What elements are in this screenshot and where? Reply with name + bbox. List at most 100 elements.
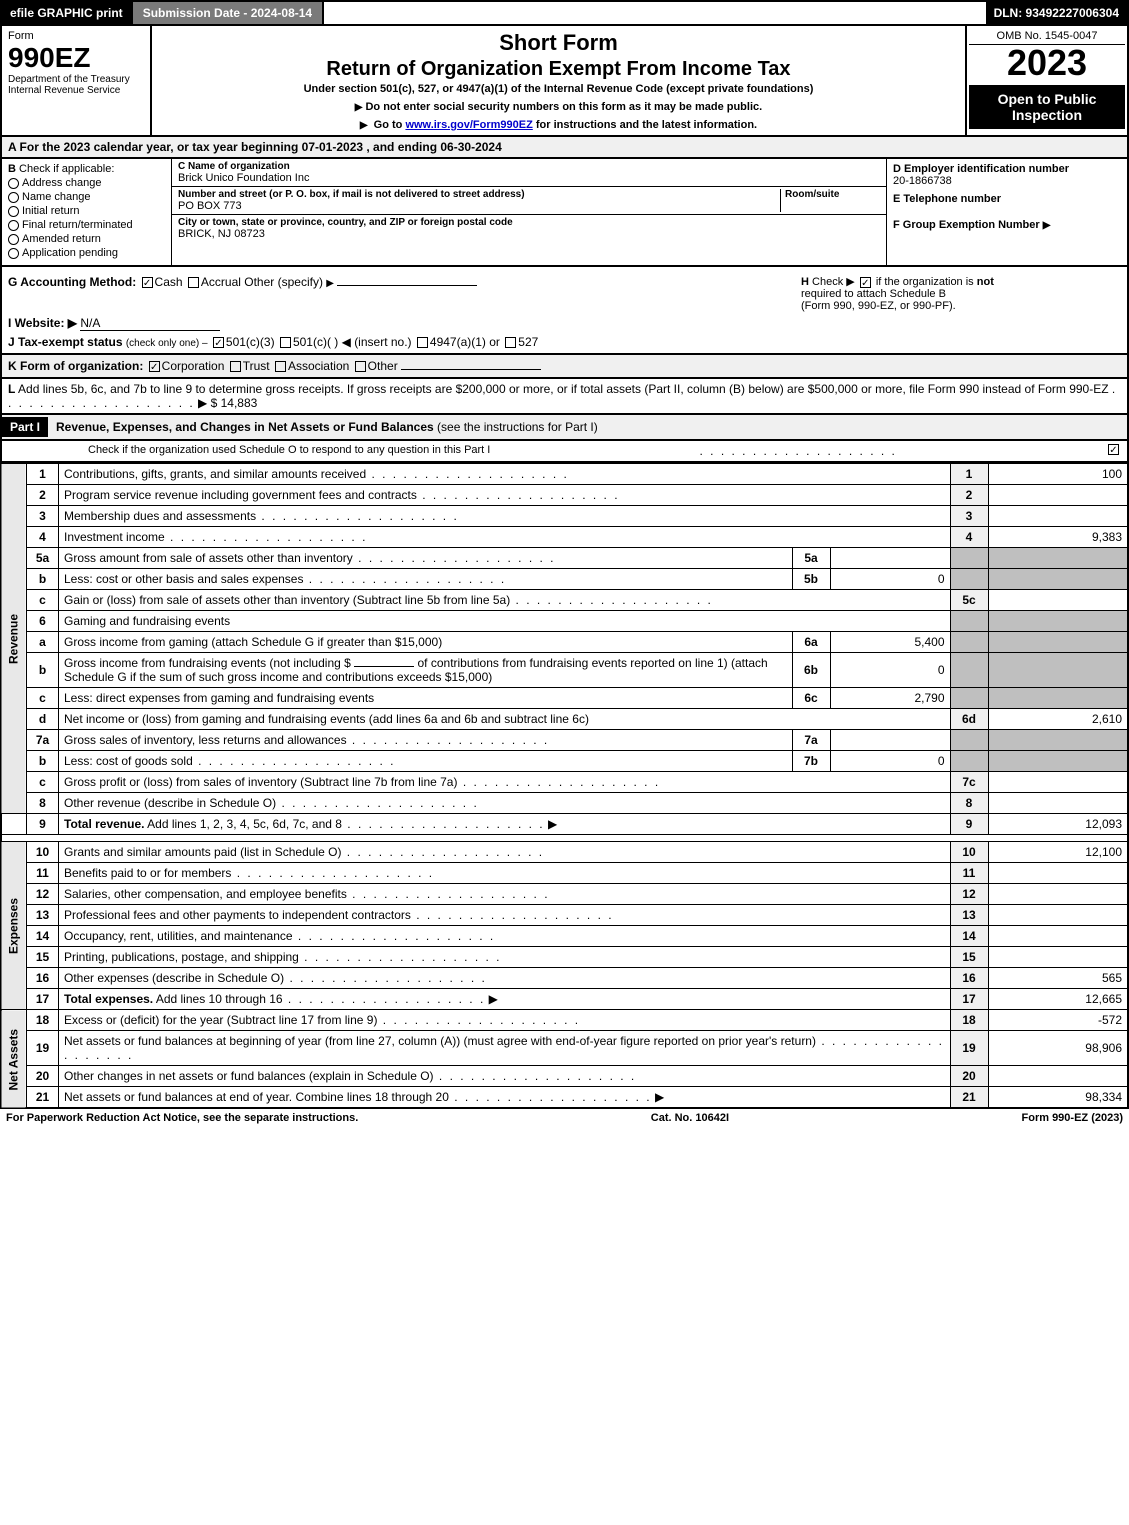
ln-desc: Benefits paid to or for members	[64, 866, 231, 880]
short-form-title: Short Form	[162, 30, 955, 56]
ein-value: 20-1866738	[893, 175, 1121, 187]
footer-form-word: Form	[1022, 1112, 1050, 1124]
footer-left: For Paperwork Reduction Act Notice, see …	[6, 1112, 358, 1124]
ln-desc: Professional fees and other payments to …	[64, 908, 411, 922]
chk-501c3[interactable]	[213, 337, 224, 348]
ln-subcol: 6c	[792, 688, 830, 709]
schedule-o-check-row: Check if the organization used Schedule …	[0, 441, 1129, 463]
ln-val: -572	[988, 1010, 1128, 1031]
ln-desc-bold: Total expenses.	[64, 992, 153, 1006]
ln-desc: Grants and similar amounts paid (list in…	[64, 845, 341, 859]
ln-num: d	[27, 709, 59, 730]
chk-schedule-b[interactable]	[860, 277, 871, 288]
chk-association[interactable]	[275, 361, 286, 372]
ln-desc: Less: cost of goods sold	[64, 754, 193, 768]
line-12: 12 Salaries, other compensation, and emp…	[1, 884, 1128, 905]
ln-val: 98,906	[988, 1031, 1128, 1066]
ln-val	[988, 905, 1128, 926]
ln-num: 8	[27, 793, 59, 814]
chk-501c[interactable]	[280, 337, 291, 348]
j-501c: 501(c)( )	[293, 335, 338, 349]
ln-val: 12,100	[988, 842, 1128, 863]
ln-num: 10	[27, 842, 59, 863]
ln-desc: Gross sales of inventory, less returns a…	[64, 733, 347, 747]
chk-accrual[interactable]	[188, 277, 199, 288]
chk-address-change[interactable]: Address change	[8, 177, 165, 189]
chk-application-pending[interactable]: Application pending	[8, 247, 165, 259]
other-label: Other (specify)	[244, 275, 323, 289]
ln-numcol: 12	[950, 884, 988, 905]
row-i: I Website: ▶ N/A	[8, 316, 1121, 331]
sched-o-note: Check if the organization used Schedule …	[8, 444, 490, 458]
chk-cash[interactable]	[142, 277, 153, 288]
ln-desc: Printing, publications, postage, and shi…	[64, 950, 299, 964]
section-bcdef: B Check if applicable: Address change Na…	[0, 159, 1129, 267]
goto-prefix: Go to	[374, 119, 403, 131]
form-year-block: OMB No. 1545-0047 2023 Open to Public In…	[967, 26, 1127, 135]
chk-527[interactable]	[505, 337, 516, 348]
ln-numcol: 21	[950, 1087, 988, 1109]
h-text2: if the organization is	[876, 276, 974, 288]
line-6: 6 Gaming and fundraising events	[1, 611, 1128, 632]
top-bar-left: efile GRAPHIC print Submission Date - 20…	[2, 2, 324, 24]
tel-label: E Telephone number	[893, 193, 1121, 205]
other-org-input[interactable]	[401, 369, 541, 370]
ln-num: 9	[27, 814, 59, 835]
ln-desc-2: Add lines 1, 2, 3, 4, 5c, 6d, 7c, and 8	[147, 817, 342, 831]
ln-val	[988, 884, 1128, 905]
f-label-text: F Group Exemption Number	[893, 219, 1040, 231]
part-1-title: Revenue, Expenses, and Changes in Net As…	[48, 420, 598, 434]
ln-desc: Program service revenue including govern…	[64, 488, 417, 502]
chk-corporation[interactable]	[149, 361, 160, 372]
ln-num: 18	[27, 1010, 59, 1031]
ln-num: 3	[27, 506, 59, 527]
ln-num: 15	[27, 947, 59, 968]
ln-val: 565	[988, 968, 1128, 989]
ln-desc: Gaming and fundraising events	[59, 611, 951, 632]
ln-val	[988, 506, 1128, 527]
chk-amended-return[interactable]: Amended return	[8, 233, 165, 245]
ln-val: 12,665	[988, 989, 1128, 1010]
form-id-block: Form 990EZ Department of the Treasury In…	[2, 26, 152, 135]
goto-link[interactable]: www.irs.gov/Form990EZ	[405, 119, 532, 131]
contrib-amount-input[interactable]	[354, 666, 414, 667]
ln-subval	[830, 730, 950, 751]
line-2: 2 Program service revenue including gove…	[1, 485, 1128, 506]
chk-initial-return[interactable]: Initial return	[8, 205, 165, 217]
form-header: Form 990EZ Department of the Treasury In…	[0, 26, 1129, 137]
ln-numcol: 1	[950, 464, 988, 485]
chk-name-change[interactable]: Name change	[8, 191, 165, 203]
line-18: Net Assets 18 Excess or (deficit) for th…	[1, 1010, 1128, 1031]
other-specify-input[interactable]	[337, 285, 477, 286]
section-ghij: G Accounting Method: Cash Accrual Other …	[0, 267, 1129, 355]
form-title-block: Short Form Return of Organization Exempt…	[152, 26, 967, 135]
efile-print-button[interactable]: efile GRAPHIC print	[2, 2, 133, 24]
ln-val: 12,093	[988, 814, 1128, 835]
i-label: I Website: ▶	[8, 316, 77, 330]
chk-schedule-o-part1[interactable]	[1108, 444, 1119, 455]
ln-desc: Other changes in net assets or fund bala…	[64, 1069, 434, 1083]
ln-desc: Net income or (loss) from gaming and fun…	[59, 709, 951, 730]
irs-label: Internal Revenue Service	[8, 85, 144, 96]
j-sub: (check only one) –	[126, 338, 208, 349]
line-7c: c Gross profit or (loss) from sales of i…	[1, 772, 1128, 793]
part-1-title-text: Revenue, Expenses, and Changes in Net As…	[56, 420, 434, 434]
chk-trust[interactable]	[230, 361, 241, 372]
chk-final-return[interactable]: Final return/terminated	[8, 219, 165, 231]
ln-val	[988, 1066, 1128, 1087]
ln-num: 13	[27, 905, 59, 926]
chk-4947[interactable]	[417, 337, 428, 348]
line-6c: c Less: direct expenses from gaming and …	[1, 688, 1128, 709]
k-trust: Trust	[243, 359, 270, 373]
ln-desc: Gross amount from sale of assets other t…	[64, 551, 353, 565]
ln-numcol: 17	[950, 989, 988, 1010]
line-6a: a Gross income from gaming (attach Sched…	[1, 632, 1128, 653]
ln-val	[988, 947, 1128, 968]
chk-other-org[interactable]	[355, 361, 366, 372]
ln-num: 17	[27, 989, 59, 1010]
h-text4: (Form 990, 990-EZ, or 990-PF).	[801, 300, 956, 312]
l-text: Add lines 5b, 6c, and 7b to line 9 to de…	[18, 382, 1109, 396]
part-1-badge: Part I	[2, 417, 48, 437]
j-insert: (insert no.)	[354, 335, 411, 349]
ln-val: 2,610	[988, 709, 1128, 730]
